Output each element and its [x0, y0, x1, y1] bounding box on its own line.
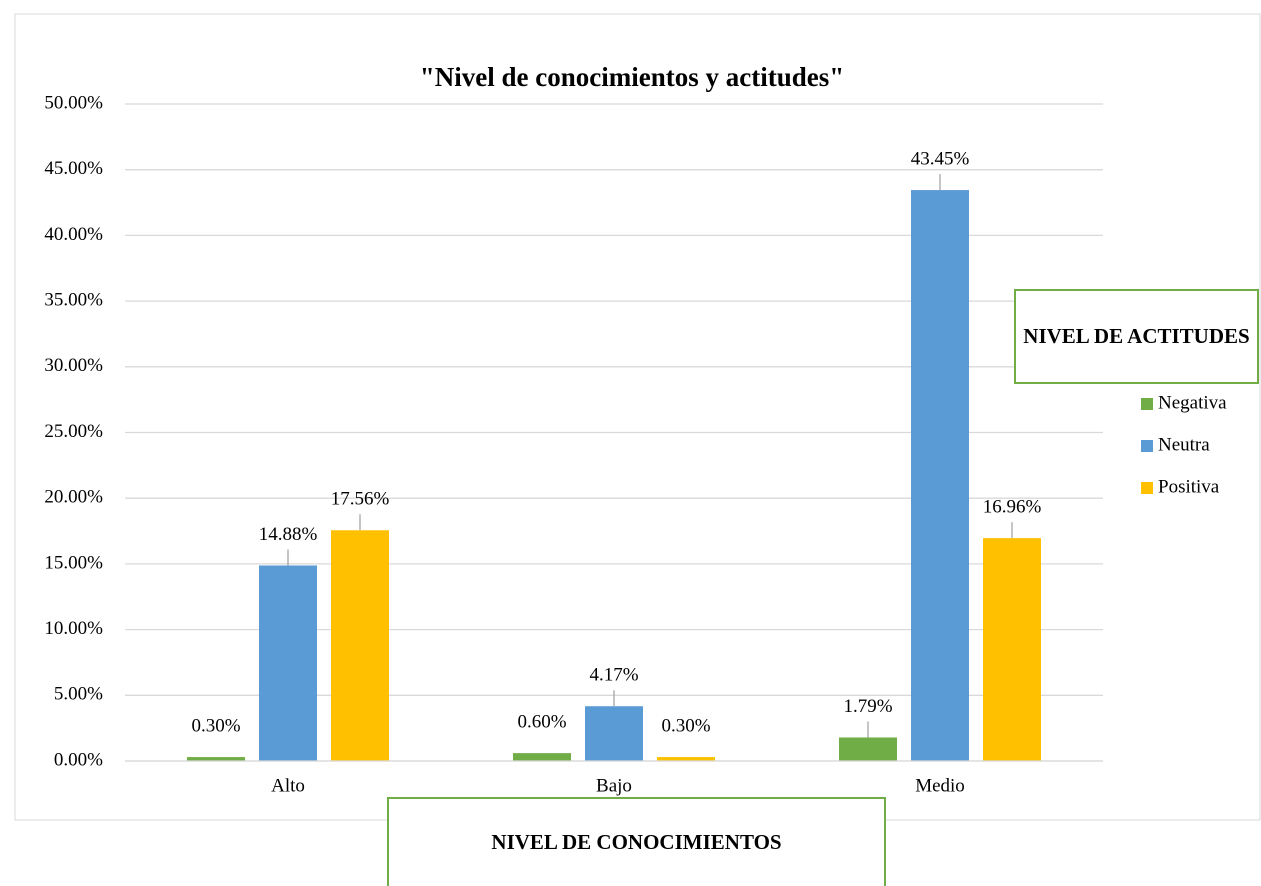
data-label: 17.56% [331, 489, 390, 510]
legend-swatch [1141, 440, 1153, 452]
data-label: 14.88% [259, 524, 318, 545]
x-tick-label: Bajo [596, 775, 632, 796]
y-tick-label: 50.00% [44, 92, 103, 113]
x-axis-title: NIVEL DE CONOCIMIENTOS [387, 797, 886, 886]
bar [585, 706, 643, 761]
y-tick-label: 35.00% [44, 289, 103, 310]
data-label: 0.30% [191, 715, 240, 736]
bar [983, 538, 1041, 761]
data-label: 16.96% [983, 497, 1042, 518]
y-tick-label: 0.00% [54, 749, 103, 770]
y-tick-label: 20.00% [44, 487, 103, 508]
bar [187, 757, 245, 761]
y-tick-label: 25.00% [44, 421, 103, 442]
data-label: 1.79% [843, 696, 892, 717]
legend-swatch [1141, 398, 1153, 410]
x-tick-label: Alto [271, 775, 305, 796]
data-label: 4.17% [589, 665, 638, 686]
data-label: 0.60% [517, 711, 566, 732]
y-tick-label: 15.00% [44, 552, 103, 573]
legend-title: NIVEL DE ACTITUDES [1014, 289, 1259, 384]
bar [657, 757, 715, 761]
bar [513, 753, 571, 761]
bar [331, 530, 389, 761]
x-tick-label: Medio [915, 775, 965, 796]
y-tick-label: 40.00% [44, 224, 103, 245]
bar [911, 190, 969, 761]
legend-label: Neutra [1158, 434, 1210, 455]
chart-border [14, 13, 1261, 821]
bar [839, 737, 897, 761]
y-tick-label: 30.00% [44, 355, 103, 376]
y-tick-label: 10.00% [44, 618, 103, 639]
legend-label: Negativa [1158, 392, 1227, 413]
bar [259, 565, 317, 761]
data-label: 0.30% [661, 715, 710, 736]
data-label: 43.45% [911, 148, 970, 169]
legend-swatch [1141, 482, 1153, 494]
chart-title: "Nivel de conocimientos y actitudes" [420, 62, 844, 92]
y-tick-label: 5.00% [54, 684, 103, 705]
y-tick-label: 45.00% [44, 158, 103, 179]
legend-label: Positiva [1158, 476, 1220, 497]
